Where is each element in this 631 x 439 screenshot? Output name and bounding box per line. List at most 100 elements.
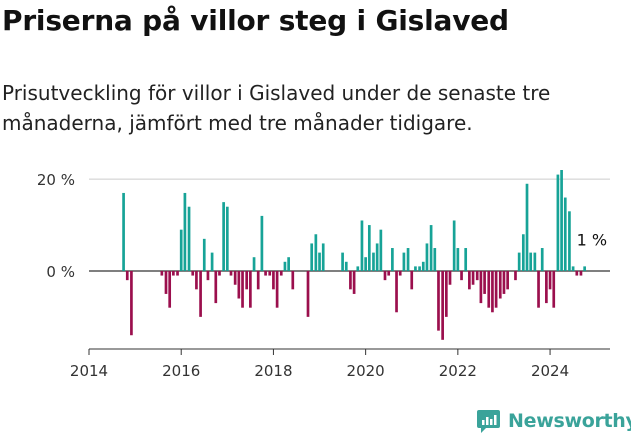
bar bbox=[318, 252, 321, 271]
bar bbox=[245, 270, 249, 290]
bar bbox=[367, 225, 371, 271]
bar bbox=[568, 211, 571, 271]
bar bbox=[545, 270, 548, 304]
bar bbox=[433, 248, 437, 271]
newsworthy-logo-icon bbox=[477, 410, 500, 433]
bar bbox=[260, 215, 264, 271]
bar bbox=[268, 270, 272, 276]
bar bbox=[122, 192, 125, 271]
bar bbox=[379, 229, 383, 271]
bar bbox=[272, 270, 275, 290]
bar bbox=[321, 243, 325, 271]
bar bbox=[383, 270, 387, 281]
bar bbox=[287, 257, 290, 271]
bar bbox=[349, 270, 352, 290]
x-tick-label: 2014 bbox=[70, 362, 108, 380]
bar bbox=[552, 270, 556, 308]
bar bbox=[172, 270, 175, 276]
bar bbox=[560, 170, 563, 271]
bar bbox=[130, 270, 133, 336]
bar bbox=[444, 270, 448, 317]
bar bbox=[202, 238, 206, 271]
bar bbox=[502, 270, 506, 294]
bar bbox=[406, 248, 410, 271]
bar bbox=[494, 270, 498, 308]
bar bbox=[360, 220, 364, 271]
bar bbox=[468, 270, 471, 290]
x-tick-label: 2024 bbox=[531, 362, 569, 380]
y-tick-label: 20 % bbox=[37, 171, 75, 189]
bar bbox=[421, 261, 425, 271]
bar bbox=[425, 243, 429, 271]
bar bbox=[214, 270, 218, 304]
bar bbox=[556, 174, 560, 271]
bar bbox=[168, 270, 172, 308]
bar bbox=[241, 270, 244, 308]
bar bbox=[583, 266, 586, 271]
bar bbox=[310, 243, 314, 271]
bar bbox=[475, 270, 479, 281]
bar bbox=[206, 270, 210, 281]
brand-logo: Newsworthy bbox=[475, 407, 631, 434]
bar bbox=[249, 270, 252, 308]
bar bbox=[479, 270, 483, 304]
bar bbox=[179, 229, 183, 271]
bar bbox=[498, 270, 502, 299]
bar bbox=[218, 270, 221, 276]
bar bbox=[540, 248, 544, 271]
bar bbox=[199, 270, 202, 317]
x-tick-label: 2018 bbox=[254, 362, 292, 380]
bar bbox=[402, 252, 406, 271]
bar bbox=[356, 266, 360, 271]
chart-title: Priserna på villor steg i Gislaved bbox=[2, 4, 509, 37]
bar bbox=[160, 270, 164, 276]
bar bbox=[164, 270, 168, 294]
chart-subtitle: Prisutveckling för villor i Gislaved und… bbox=[2, 81, 551, 135]
bar bbox=[252, 257, 256, 271]
bar bbox=[483, 270, 486, 294]
bar bbox=[429, 225, 433, 271]
bar bbox=[187, 206, 191, 271]
bar bbox=[579, 270, 583, 276]
bar bbox=[456, 248, 460, 271]
bar bbox=[563, 197, 567, 271]
bar bbox=[341, 252, 344, 271]
bar bbox=[387, 270, 391, 276]
bar bbox=[291, 270, 295, 290]
bar bbox=[525, 183, 529, 271]
bar bbox=[395, 270, 398, 313]
bar bbox=[375, 243, 379, 271]
bar bbox=[418, 266, 421, 271]
bar bbox=[491, 270, 494, 313]
bar bbox=[391, 248, 394, 271]
bar bbox=[344, 261, 348, 271]
bar bbox=[410, 270, 414, 290]
y-tick-label: 0 % bbox=[46, 263, 75, 281]
bar bbox=[352, 270, 356, 294]
bar bbox=[233, 270, 237, 285]
bar bbox=[229, 270, 233, 276]
bar bbox=[125, 270, 129, 281]
bar bbox=[529, 252, 533, 271]
bar bbox=[487, 270, 491, 308]
bar bbox=[537, 270, 540, 308]
bar bbox=[364, 257, 367, 271]
bar bbox=[237, 270, 241, 299]
bar bbox=[195, 270, 198, 290]
bar bbox=[575, 270, 579, 276]
bar bbox=[414, 266, 417, 271]
bar bbox=[452, 220, 456, 271]
bar bbox=[441, 270, 444, 340]
bar bbox=[275, 270, 279, 308]
latest-value-annotation: 1 % bbox=[577, 230, 607, 249]
bar bbox=[191, 270, 195, 276]
bar bbox=[548, 270, 552, 290]
bar bbox=[256, 270, 260, 290]
x-tick-label: 2016 bbox=[162, 362, 200, 380]
bar bbox=[306, 270, 310, 317]
bar bbox=[533, 252, 537, 271]
bar bbox=[225, 206, 229, 271]
bar bbox=[448, 270, 452, 285]
bar bbox=[514, 270, 517, 281]
bar bbox=[176, 270, 179, 276]
